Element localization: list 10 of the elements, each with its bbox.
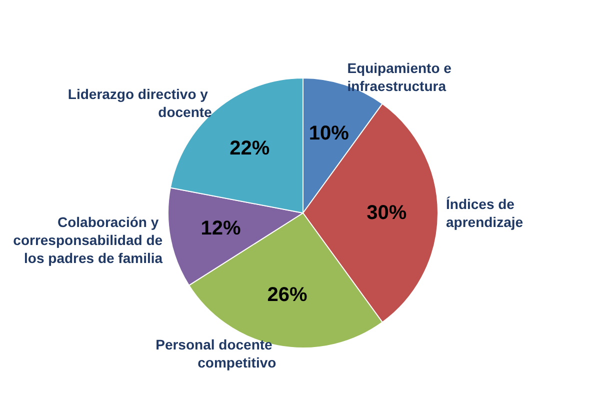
slice-label: Equipamiento e infraestructura: [347, 60, 456, 94]
data-label: 30%: [366, 202, 407, 224]
slice-label: Liderazgo directivo y docente: [68, 86, 212, 120]
slice-label: Colaboración y corresponsabilidad de los padres de familia: [13, 214, 163, 266]
data-label: 22%: [230, 138, 270, 160]
slice-label: Índices de aprendizaje: [446, 196, 524, 230]
data-label: 10%: [308, 122, 350, 144]
slice-label: Personal docente competitivo: [156, 336, 276, 370]
data-label: 26%: [267, 284, 308, 306]
data-label: 12%: [200, 218, 242, 240]
